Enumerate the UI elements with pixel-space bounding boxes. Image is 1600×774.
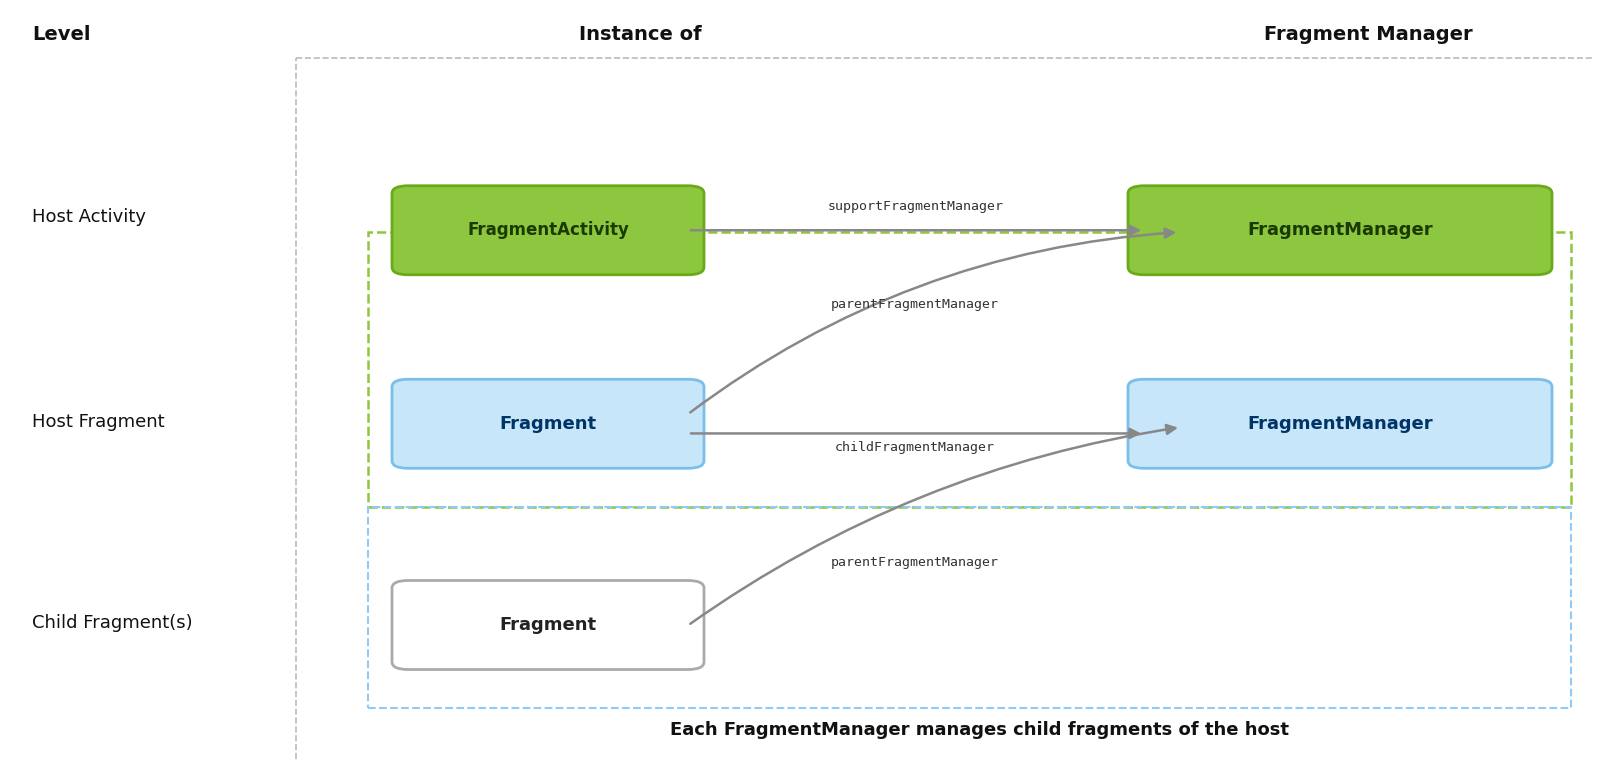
Text: FragmentActivity: FragmentActivity [467,221,629,239]
Text: Fragment Manager: Fragment Manager [1264,26,1472,44]
Text: FragmentManager: FragmentManager [1246,221,1434,239]
Text: parentFragmentManager: parentFragmentManager [832,556,998,569]
Text: Fragment: Fragment [499,616,597,634]
Text: Instance of: Instance of [579,26,701,44]
Text: supportFragmentManager: supportFragmentManager [827,200,1003,213]
Text: Host Fragment: Host Fragment [32,413,165,431]
FancyBboxPatch shape [392,186,704,275]
Text: Host Activity: Host Activity [32,207,146,226]
FancyBboxPatch shape [1128,186,1552,275]
Text: Child Fragment(s): Child Fragment(s) [32,614,192,632]
Text: parentFragmentManager: parentFragmentManager [832,298,998,311]
Text: Fragment: Fragment [499,415,597,433]
FancyBboxPatch shape [1128,379,1552,468]
Text: Level: Level [32,26,91,44]
Text: childFragmentManager: childFragmentManager [835,441,995,454]
Text: Each FragmentManager manages child fragments of the host: Each FragmentManager manages child fragm… [670,721,1288,739]
Text: FragmentManager: FragmentManager [1246,415,1434,433]
FancyBboxPatch shape [392,379,704,468]
FancyBboxPatch shape [392,580,704,670]
